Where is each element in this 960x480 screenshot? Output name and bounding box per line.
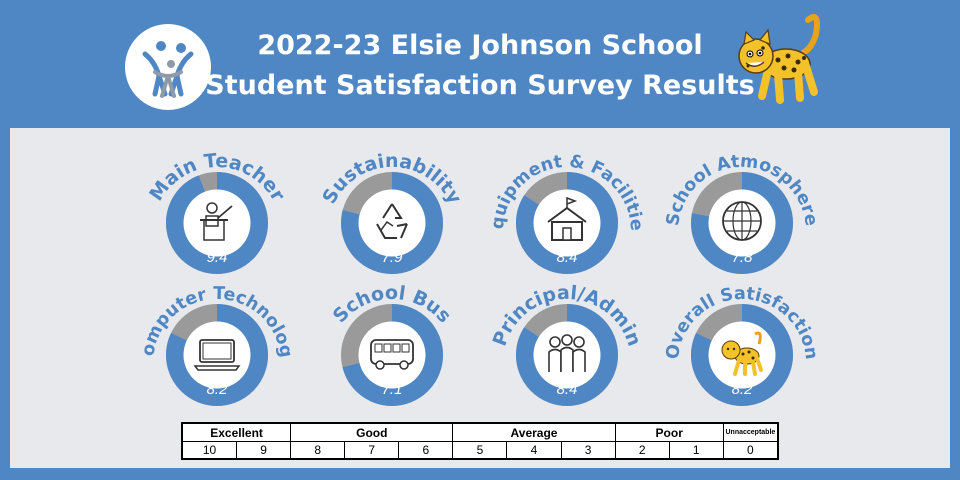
gauge-3: School Atmosphere 7.8 (657, 138, 827, 308)
leopard-icon (717, 328, 767, 378)
gauge-0: Main Teacher 9.4 (132, 138, 302, 308)
recycle-icon (367, 196, 417, 246)
gauge-value-slice (516, 304, 618, 406)
gauge-value-slice (691, 304, 793, 406)
leopard-mascot-icon (728, 8, 828, 112)
scale-value: 6 (398, 441, 454, 459)
gauge-ring: Main Teacher (145, 150, 289, 274)
gauge-value-slice (166, 304, 268, 406)
scale-value: 7 (344, 441, 400, 459)
bus-icon (367, 328, 417, 378)
gauge-ring: School Bus (329, 282, 455, 406)
gauge-value-slice (516, 172, 618, 274)
gauge-ring: Sustainability (318, 150, 466, 274)
scale-category: Good (290, 423, 454, 442)
scale-value: 4 (506, 441, 562, 459)
title-line-1: 2022-23 Elsie Johnson School (257, 30, 703, 61)
scale-value: 8 (290, 441, 346, 459)
title-line-2: Student Satisfaction Survey Results (205, 70, 755, 101)
gauge-score: 9.4 (206, 249, 228, 266)
globe-icon (717, 196, 767, 246)
scale-value: 5 (452, 441, 508, 459)
gauge-score: 8.4 (556, 381, 578, 398)
gauge-center (358, 189, 426, 257)
gauge-value-slice (166, 172, 268, 274)
teacher-icon (192, 196, 242, 246)
school-building-icon (542, 196, 592, 246)
people-group-icon (542, 328, 592, 378)
gauge-score: 8.2 (731, 381, 753, 398)
scale-value: 2 (614, 441, 670, 459)
scale-value: 0 (722, 441, 779, 459)
gauge-score: 7.9 (381, 249, 403, 266)
laptop-icon (192, 328, 242, 378)
gauge-score: 7.1 (381, 381, 403, 398)
results-panel (10, 128, 950, 468)
scale-value: 10 (181, 441, 238, 459)
scale-value: 3 (560, 441, 616, 459)
gauge-value-slice (691, 172, 793, 274)
gauge-1: Sustainability 7.9 (307, 138, 477, 308)
gauge-2: Equipment & Facilities8.4 (476, 123, 652, 308)
gauge-5: School Bus 7.1 (307, 270, 477, 440)
gauge-6: Principal/Admin 8.4 (482, 270, 652, 440)
scale-category: Poor (614, 423, 724, 442)
gauge-score: 7.8 (731, 249, 753, 266)
gauge-value-slice (341, 172, 443, 274)
gauge-value-slice (341, 304, 443, 406)
rating-scale: Excellent Good Average Poor Unnacceptable 10… (181, 422, 779, 460)
scale-category: Excellent (181, 423, 292, 442)
scale-category: Average (452, 423, 616, 442)
scale-category: Unnacceptable (722, 423, 779, 442)
gauge-7: Overall Satisfaction 8.2 (657, 270, 827, 440)
header: 2022-23 Elsie Johnson School Student Sat… (0, 0, 960, 128)
gauge-4: Computer Technology8.2 (126, 255, 302, 440)
scale-value: 1 (668, 441, 724, 459)
page-title: 2022-23 Elsie Johnson School Student Sat… (180, 26, 780, 106)
scale-value: 9 (236, 441, 292, 459)
people-logo-icon (125, 24, 211, 110)
gauge-score: 8.2 (206, 381, 228, 398)
gauge-score: 8.4 (556, 249, 578, 266)
